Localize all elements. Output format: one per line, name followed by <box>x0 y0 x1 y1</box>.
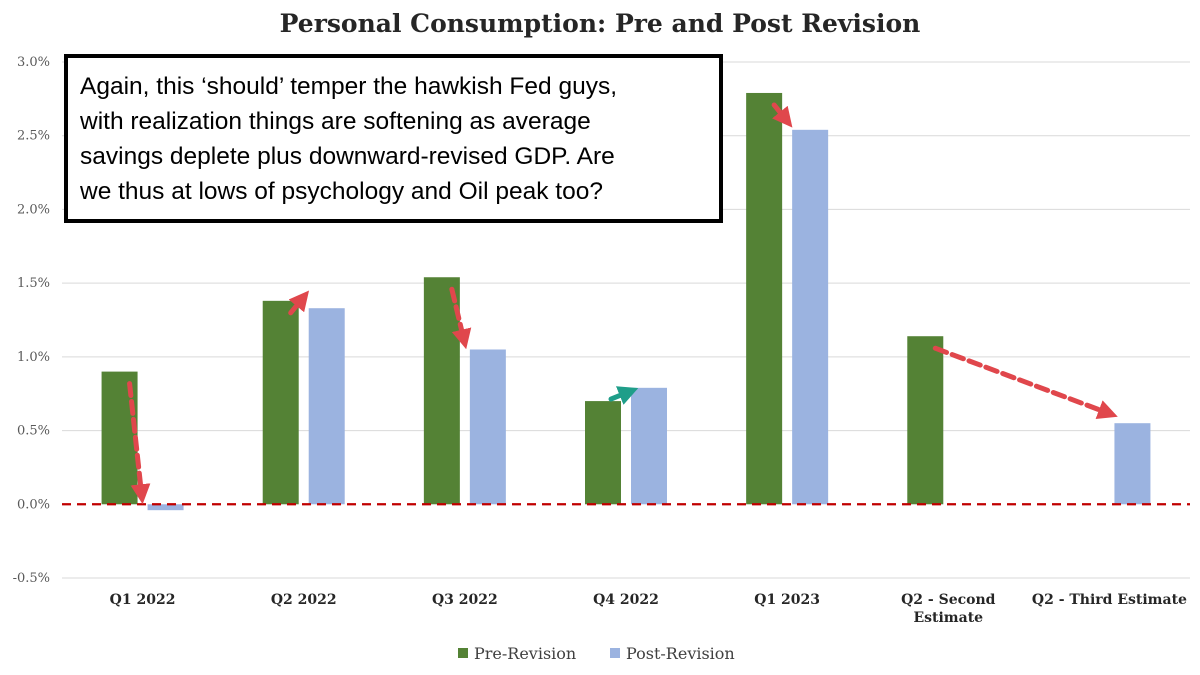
x-tick-label: Q3 2022 <box>432 592 498 608</box>
revision-arrow <box>449 286 472 350</box>
legend-swatch-pre <box>458 648 468 658</box>
annotation-text: Again, this ‘should’ temper the hawkish … <box>79 73 617 205</box>
y-tick-label: 3.0% <box>17 55 50 70</box>
revision-arrow <box>608 386 639 405</box>
pre-revision-bar <box>262 300 299 505</box>
y-axis-ticks: -0.5% 0.0% 0.5% 1.0% 1.5% 2.0% 2.5% 3.0% <box>13 55 50 586</box>
legend: Pre-Revision Post-Revision <box>458 644 735 663</box>
y-tick-label: 0.0% <box>17 497 50 512</box>
annotation-frame <box>64 54 723 223</box>
annotation-box: Again, this ‘should’ temper the hawkish … <box>64 54 723 223</box>
x-tick-label: Q2 2022 <box>271 592 337 608</box>
y-tick-label: 1.0% <box>17 350 50 365</box>
bars <box>101 92 1151 511</box>
x-tick-label: Q4 2022 <box>593 592 659 608</box>
revision-arrow <box>932 345 1118 420</box>
revision-arrows <box>127 102 1118 505</box>
pre-revision-bar <box>746 92 783 505</box>
pre-revision-bar <box>423 277 460 505</box>
revision-arrow <box>771 102 793 128</box>
x-tick-label: Q2 - Third Estimate <box>1032 592 1187 608</box>
post-revision-bar <box>792 129 829 505</box>
y-tick-label: 2.0% <box>17 202 50 217</box>
pre-revision-bar <box>907 336 944 505</box>
y-tick-label: 2.5% <box>17 129 50 144</box>
post-revision-bar <box>1114 423 1151 505</box>
y-tick-label: 1.5% <box>17 276 50 291</box>
post-revision-bar <box>147 504 184 511</box>
post-revision-bar <box>631 387 667 505</box>
x-tick-label: Q1 2022 <box>110 592 176 608</box>
pre-revision-bar <box>585 401 621 505</box>
x-axis-labels: Q1 2022 Q2 2022 Q3 2022 Q4 2022 Q1 2023 Q2 - … <box>110 592 1187 626</box>
legend-swatch-post <box>610 648 620 658</box>
revision-arrow <box>288 290 310 316</box>
post-revision-bar <box>469 349 506 505</box>
chart-title: Personal Consumption: Pre and Post Revis… <box>280 9 921 38</box>
x-tick-label: Q1 2023 <box>754 592 820 608</box>
x-tick-label: Q2 - Second Estimate <box>901 592 996 626</box>
post-revision-bar <box>308 308 345 505</box>
legend-label: Post-Revision <box>626 644 735 663</box>
legend-label: Pre-Revision <box>474 644 576 663</box>
y-tick-label: -0.5% <box>13 571 50 586</box>
y-tick-label: 0.5% <box>17 424 50 439</box>
revision-arrow <box>127 381 151 505</box>
